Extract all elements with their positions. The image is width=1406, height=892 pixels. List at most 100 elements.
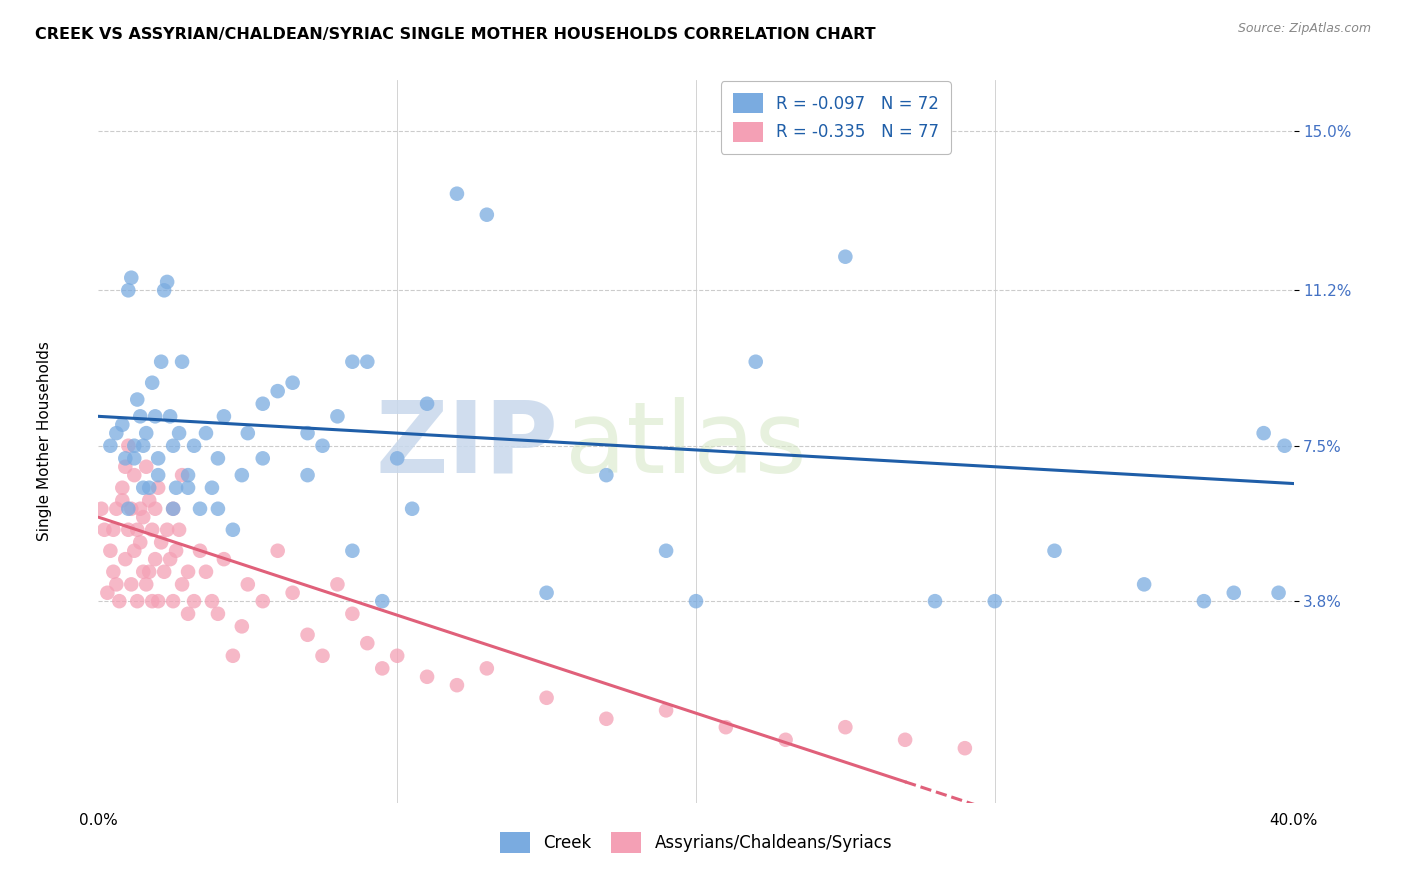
Text: Single Mother Households: Single Mother Households — [37, 342, 52, 541]
Point — [159, 552, 181, 566]
Point — [924, 594, 946, 608]
Point — [416, 670, 439, 684]
Point — [135, 577, 157, 591]
Point — [114, 459, 136, 474]
Point — [148, 481, 170, 495]
Point — [342, 355, 364, 369]
Point — [177, 468, 200, 483]
Point — [96, 586, 118, 600]
Point — [143, 501, 166, 516]
Point — [475, 208, 498, 222]
Point — [162, 501, 184, 516]
Point — [167, 426, 190, 441]
Point — [446, 678, 468, 692]
Point — [117, 523, 139, 537]
Point — [129, 535, 152, 549]
Point — [177, 481, 200, 495]
Point — [120, 577, 142, 591]
Point — [1253, 426, 1275, 441]
Point — [401, 501, 423, 516]
Point — [150, 355, 173, 369]
Point — [745, 355, 768, 369]
Point — [834, 250, 856, 264]
Point — [195, 565, 218, 579]
Point — [148, 451, 170, 466]
Point — [138, 565, 160, 579]
Point — [148, 468, 170, 483]
Point — [1192, 594, 1215, 608]
Point — [953, 741, 976, 756]
Point — [894, 732, 917, 747]
Point — [156, 275, 179, 289]
Point — [150, 535, 173, 549]
Point — [201, 481, 224, 495]
Point — [1274, 439, 1296, 453]
Point — [153, 565, 176, 579]
Point — [655, 543, 678, 558]
Point — [311, 648, 333, 663]
Point — [385, 451, 409, 466]
Point — [595, 468, 617, 483]
Point — [135, 426, 157, 441]
Text: Source: ZipAtlas.com: Source: ZipAtlas.com — [1237, 22, 1371, 36]
Point — [371, 594, 394, 608]
Point — [162, 439, 184, 453]
Point — [416, 397, 439, 411]
Point — [120, 270, 142, 285]
Point — [834, 720, 856, 734]
Point — [775, 732, 797, 747]
Point — [267, 543, 290, 558]
Point — [111, 493, 134, 508]
Point — [536, 690, 558, 705]
Point — [1043, 543, 1066, 558]
Point — [1223, 586, 1246, 600]
Point — [342, 607, 364, 621]
Point — [1267, 586, 1289, 600]
Point — [183, 439, 205, 453]
Point — [93, 523, 115, 537]
Point — [326, 577, 349, 591]
Point — [143, 409, 166, 424]
Point — [342, 543, 364, 558]
Point — [177, 607, 200, 621]
Point — [536, 586, 558, 600]
Point — [195, 426, 218, 441]
Point — [231, 468, 253, 483]
Point — [201, 594, 224, 608]
Text: ZIP: ZIP — [375, 397, 558, 493]
Point — [105, 577, 128, 591]
Point — [103, 523, 125, 537]
Point — [1133, 577, 1156, 591]
Point — [281, 376, 304, 390]
Point — [153, 283, 176, 297]
Point — [311, 439, 333, 453]
Point — [252, 594, 274, 608]
Point — [297, 468, 319, 483]
Point — [475, 661, 498, 675]
Point — [177, 565, 200, 579]
Point — [98, 439, 122, 453]
Point — [129, 501, 152, 516]
Point — [141, 376, 163, 390]
Point — [103, 565, 125, 579]
Point — [111, 481, 134, 495]
Point — [127, 392, 149, 407]
Point — [135, 459, 157, 474]
Point — [356, 636, 378, 650]
Point — [156, 523, 179, 537]
Point — [138, 481, 160, 495]
Point — [984, 594, 1007, 608]
Point — [356, 355, 378, 369]
Text: atlas: atlas — [565, 397, 806, 493]
Point — [165, 481, 187, 495]
Point — [120, 501, 142, 516]
Point — [90, 501, 112, 516]
Point — [207, 451, 229, 466]
Point — [188, 543, 211, 558]
Point — [252, 451, 274, 466]
Point — [159, 409, 181, 424]
Point — [148, 594, 170, 608]
Point — [167, 523, 190, 537]
Legend: Creek, Assyrians/Chaldeans/Syriacs: Creek, Assyrians/Chaldeans/Syriacs — [494, 826, 898, 860]
Point — [236, 577, 259, 591]
